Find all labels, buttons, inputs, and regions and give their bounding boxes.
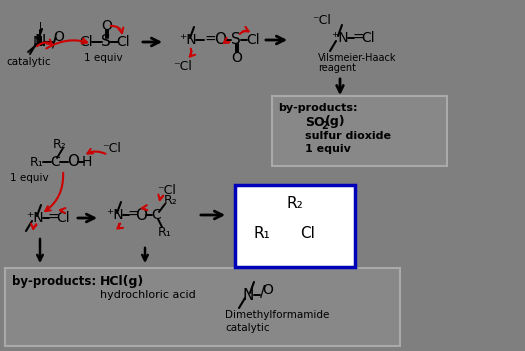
Text: Cl: Cl [300,225,316,240]
Text: by-products:: by-products: [12,274,96,287]
Text: ⁻Cl: ⁻Cl [102,141,121,154]
Text: ⁻Cl: ⁻Cl [174,60,193,73]
Text: C: C [151,208,161,222]
Text: I: I [38,22,41,32]
Text: N: N [33,35,43,49]
FancyBboxPatch shape [5,268,400,346]
Text: O: O [135,207,147,223]
Text: =: = [47,211,59,225]
Text: R₂: R₂ [287,196,303,211]
Text: catalytic: catalytic [6,57,50,67]
Text: HCl(g): HCl(g) [100,274,144,287]
Text: Cl: Cl [361,31,375,45]
Text: Cl: Cl [56,211,70,225]
Text: ⁺N: ⁺N [26,211,44,225]
Text: 1 equiv: 1 equiv [83,53,122,63]
Text: R₂: R₂ [164,194,178,207]
Text: by-products:: by-products: [278,103,358,113]
Text: /: / [260,285,266,300]
Text: Dimethylformamide: Dimethylformamide [225,310,329,320]
Text: 1 equiv: 1 equiv [305,144,351,154]
Text: 2: 2 [321,121,328,131]
Text: S: S [231,33,241,47]
Text: hydrochloric acid: hydrochloric acid [100,290,196,300]
Text: /: / [51,35,56,49]
Text: C: C [50,155,60,169]
Text: sulfur dioxide: sulfur dioxide [305,131,391,141]
Text: O: O [54,30,65,44]
Text: R₁: R₁ [254,225,270,240]
FancyBboxPatch shape [235,185,355,267]
Text: O: O [67,154,79,170]
Text: (g): (g) [325,115,345,128]
Text: 1 equiv: 1 equiv [10,173,49,183]
Text: H: H [82,155,92,169]
Text: N: N [243,287,254,303]
FancyBboxPatch shape [272,96,447,166]
Text: R₂: R₂ [53,138,67,151]
Text: Cl: Cl [79,35,93,49]
Text: N: N [34,34,46,49]
Text: O: O [262,283,274,297]
Text: Cl: Cl [116,35,130,49]
Text: ⁺N: ⁺N [179,33,197,47]
Text: reagent: reagent [318,63,356,73]
Text: catalytic: catalytic [225,323,270,333]
Text: O: O [101,19,112,33]
Text: Vilsmeier-Haack: Vilsmeier-Haack [318,53,396,63]
Text: /: / [52,33,58,47]
Text: R₁: R₁ [158,226,172,239]
Text: S: S [101,34,111,49]
Text: O: O [232,51,243,65]
Text: =: = [352,31,364,45]
Text: ⁺N: ⁺N [106,208,124,222]
Text: Cl: Cl [246,33,260,47]
Text: O: O [214,33,226,47]
Text: =: = [204,33,216,47]
Text: ⁻Cl: ⁻Cl [312,13,331,26]
Text: SO: SO [305,115,324,128]
Text: =: = [127,208,139,222]
Text: R₁: R₁ [30,155,44,168]
Text: ⁻Cl: ⁻Cl [158,185,176,198]
Text: ⁺N: ⁺N [331,31,349,45]
